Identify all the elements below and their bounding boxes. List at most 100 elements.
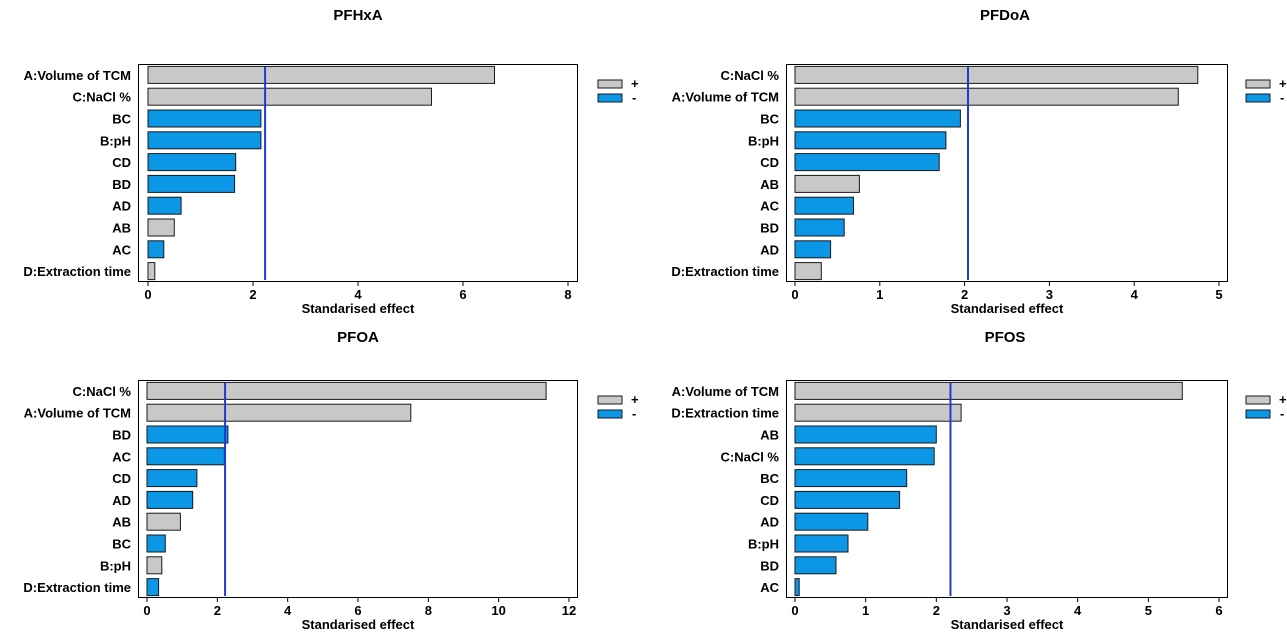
x-tick-label: 2 <box>214 603 221 618</box>
x-axis-label: Standarised effect <box>302 301 415 316</box>
factor-label: CD <box>112 471 131 486</box>
chart-svg: C:NaCl % A:Volume of TCM BC B:pH CD AB AC BD AD D… <box>671 65 1287 316</box>
chart-panel-pfoa: PFOA C:NaCl % A:Volume of TCM BD AC CD AD AB BC… <box>0 322 660 636</box>
legend-swatch-negative <box>597 93 623 103</box>
x-tick-label: 0 <box>791 287 798 302</box>
legend-swatch-negative <box>597 409 623 419</box>
factor-label: AD <box>112 199 131 214</box>
legend-swatch-positive <box>597 395 623 405</box>
factor-label: CD <box>760 493 779 508</box>
effect-bar <box>146 534 166 553</box>
factor-label: AD <box>760 242 779 257</box>
x-tick-label: 1 <box>862 603 869 618</box>
chart-title: PFHxA <box>333 7 383 24</box>
effect-bar <box>146 381 547 400</box>
effect-bar <box>147 240 165 259</box>
x-axis-label: Standarised effect <box>951 301 1064 316</box>
x-tick-label: 0 <box>143 603 150 618</box>
effect-bar <box>794 578 800 597</box>
legend-label-positive: + <box>1279 392 1287 407</box>
factor-label: AC <box>112 242 131 257</box>
factor-label: BD <box>112 428 131 443</box>
legend-swatch-negative <box>1245 93 1271 103</box>
legend-swatch-positive <box>597 79 623 89</box>
legend-swatch-positive <box>1245 395 1271 405</box>
effect-bar <box>794 534 849 553</box>
factor-label: D:Extraction time <box>671 264 779 279</box>
legend-label-negative: - <box>632 90 636 105</box>
factor-label: BC <box>760 471 779 486</box>
factor-label: C:NaCl % <box>72 384 131 399</box>
factor-label: CD <box>760 155 779 170</box>
chart-svg: C:NaCl % A:Volume of TCM BD AC CD AD AB BC B:pH D… <box>23 381 639 632</box>
factor-label: A:Volume of TCM <box>672 90 779 105</box>
effect-bar <box>794 403 962 422</box>
factor-label: AD <box>760 515 779 530</box>
factor-label: D:Extraction time <box>671 406 779 421</box>
factor-label: A:Volume of TCM <box>672 384 779 399</box>
factor-label: B:pH <box>100 558 131 573</box>
factor-label: D:Extraction time <box>23 580 131 595</box>
effect-bar <box>147 131 262 150</box>
chart-title: PFOA <box>337 329 379 346</box>
factor-label: AB <box>112 515 131 530</box>
effect-bar <box>146 512 181 531</box>
effect-bar <box>794 87 1179 106</box>
legend-swatch-positive <box>1245 79 1271 89</box>
x-tick-label: 2 <box>249 287 256 302</box>
x-tick-label: 3 <box>1003 603 1010 618</box>
effect-bar <box>146 447 225 466</box>
effect-bar <box>794 65 1199 84</box>
x-tick-label: 8 <box>425 603 432 618</box>
effect-bar <box>794 153 940 172</box>
legend-label-positive: + <box>631 76 639 91</box>
x-tick-label: 4 <box>1131 287 1139 302</box>
effect-bar <box>147 174 236 193</box>
factor-label: B:pH <box>748 133 779 148</box>
x-tick-label: 0 <box>144 287 151 302</box>
legend-label-positive: + <box>631 392 639 407</box>
effect-bar <box>146 425 229 444</box>
x-tick-label: 4 <box>1074 603 1082 618</box>
x-tick-label: 6 <box>354 603 361 618</box>
factor-label: A:Volume of TCM <box>24 406 131 421</box>
factor-label: B:pH <box>748 537 779 552</box>
effect-bar <box>147 196 182 215</box>
chart-title: PFOS <box>984 329 1026 346</box>
x-tick-label: 6 <box>1215 603 1222 618</box>
factor-label: AD <box>112 493 131 508</box>
effect-bar <box>794 447 935 466</box>
effect-bar <box>794 469 908 488</box>
chart-svg: A:Volume of TCM C:NaCl % BC B:pH CD BD AD AB AC D… <box>23 65 639 316</box>
x-tick-label: 5 <box>1145 603 1152 618</box>
factor-label: A:Volume of TCM <box>24 68 131 83</box>
effect-bar <box>794 262 822 281</box>
x-tick-label: 4 <box>284 603 292 618</box>
effect-bar <box>147 65 495 84</box>
effect-bar <box>794 131 947 150</box>
factor-label: AC <box>760 199 779 214</box>
effect-bar <box>147 153 237 172</box>
chart-svg: A:Volume of TCM D:Extraction time AB C:NaCl… <box>671 381 1287 632</box>
effect-bar <box>147 87 432 106</box>
factor-label: D:Extraction time <box>23 264 131 279</box>
factor-label: CD <box>112 155 131 170</box>
x-tick-label: 3 <box>1046 287 1053 302</box>
x-tick-label: 2 <box>961 287 968 302</box>
factor-label: BD <box>760 558 779 573</box>
x-tick-label: 0 <box>791 603 798 618</box>
factor-label: BC <box>760 112 779 127</box>
factor-label: BC <box>112 537 131 552</box>
effect-bar <box>146 578 160 597</box>
effect-bar <box>794 218 845 237</box>
x-tick-label: 8 <box>564 287 571 302</box>
factor-label: C:NaCl % <box>72 90 131 105</box>
legend-label-negative: - <box>1280 406 1284 421</box>
effect-bar <box>794 381 1183 400</box>
legend-label-negative: - <box>632 406 636 421</box>
factor-label: B:pH <box>100 133 131 148</box>
x-tick-label: 10 <box>491 603 505 618</box>
x-axis-label: Standarised effect <box>951 617 1064 632</box>
factor-label: AB <box>760 177 779 192</box>
effect-bar <box>794 196 854 215</box>
